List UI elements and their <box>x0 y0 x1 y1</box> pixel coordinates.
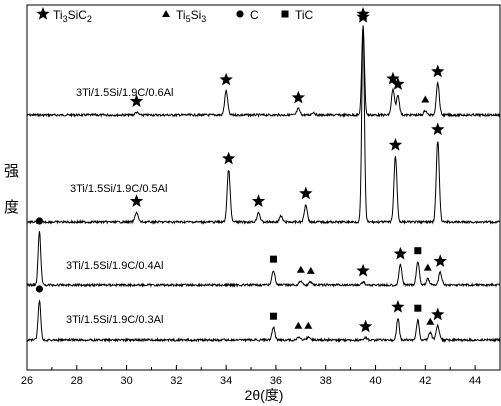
x-tick-label: 44 <box>469 375 481 387</box>
series-label: 3Ti/1.5Si/1.9C/0.4Al <box>66 260 163 272</box>
legend-label: TiC <box>295 8 314 22</box>
ti5si3-triangle-marker <box>421 95 430 103</box>
x-tick-label: 32 <box>170 375 182 387</box>
x-tick-label: 26 <box>21 375 33 387</box>
ti3sic2-star-marker <box>251 194 266 207</box>
x-axis-ticks: 26 28 30 32 34 36 38 40 42 44 <box>21 365 481 387</box>
legend: Ti3SiC2 Ti5Si3 C TiC <box>36 7 314 24</box>
series-labels: 3Ti/1.5Si/1.9C/0.6Al 3Ti/1.5Si/1.9C/0.5Al… <box>66 87 173 326</box>
ti5si3-triangle-marker <box>304 321 313 329</box>
ti3sic2-star-marker <box>219 72 233 86</box>
plot-border <box>26 4 501 371</box>
ti5si3-triangle-marker <box>162 10 170 17</box>
tic-square-marker <box>269 312 277 320</box>
ti5si3-triangle-marker <box>296 265 305 273</box>
ti3sic2-star-marker <box>356 263 370 277</box>
carbon-circle-marker <box>35 285 44 293</box>
ti3sic2-star-marker <box>221 151 236 165</box>
y-axis-label-2: 度 <box>4 199 19 216</box>
ti3sic2-star-marker <box>431 64 445 78</box>
ti3sic2-star-marker <box>358 319 373 333</box>
tic-square-marker <box>281 10 289 18</box>
carbon-circle-marker <box>236 10 244 18</box>
series-label: 3Ti/1.5Si/1.9C/0.6Al <box>76 87 173 99</box>
ti5si3-triangle-marker <box>294 321 303 329</box>
legend-label: C <box>250 8 259 22</box>
ti3sic2-star-marker <box>386 71 400 85</box>
ti3sic2-star-marker <box>433 254 447 267</box>
xrd-pattern-line <box>26 27 501 225</box>
x-tick-label: 34 <box>220 375 232 387</box>
x-tick-label: 36 <box>270 375 282 387</box>
x-tick-label: 42 <box>419 375 431 387</box>
x-tick-label: 40 <box>369 375 381 387</box>
x-axis-label: 2θ(度) <box>245 387 284 403</box>
y-axis-label-1: 强 <box>4 163 19 180</box>
legend-label: Ti3SiC2 <box>53 8 92 24</box>
ti3sic2-star-marker <box>391 77 405 90</box>
xrd-pattern-line <box>26 231 501 288</box>
xrd-pattern-line <box>26 299 501 344</box>
ti3sic2-star-marker <box>356 10 370 23</box>
ti5si3-triangle-marker <box>306 266 315 274</box>
ti3sic2-star-marker <box>393 246 408 260</box>
ti5si3-triangle-marker <box>426 317 435 325</box>
ti3sic2-star-marker <box>391 300 405 313</box>
ti5si3-triangle-marker <box>423 263 432 271</box>
series-label: 3Ti/1.5Si/1.9C/0.5Al <box>70 183 167 195</box>
legend-label: Ti5Si3 <box>176 8 206 24</box>
x-tick-label: 30 <box>120 375 132 387</box>
x-tick-label: 38 <box>320 375 332 387</box>
tic-square-marker <box>269 255 277 263</box>
xrd-pattern-line <box>26 25 501 118</box>
ti3sic2-star-marker <box>299 186 313 200</box>
tic-square-marker <box>414 247 422 255</box>
ti3sic2-star-marker <box>129 194 144 207</box>
ti3sic2-star-marker <box>431 307 445 321</box>
ti3sic2-star-marker <box>129 94 144 107</box>
ti3sic2-star-marker <box>431 122 445 136</box>
ti3sic2-star-marker <box>291 90 306 104</box>
x-tick-label: 28 <box>71 375 83 387</box>
ti3sic2-star-marker <box>388 138 403 151</box>
carbon-circle-marker <box>35 217 44 225</box>
ti3sic2-star-marker <box>36 7 50 20</box>
series-group <box>26 25 501 344</box>
series-label: 3Ti/1.5Si/1.9C/0.3Al <box>66 314 163 326</box>
tic-square-marker <box>414 304 422 312</box>
phase-markers <box>35 7 447 333</box>
plot-frame <box>26 4 501 371</box>
